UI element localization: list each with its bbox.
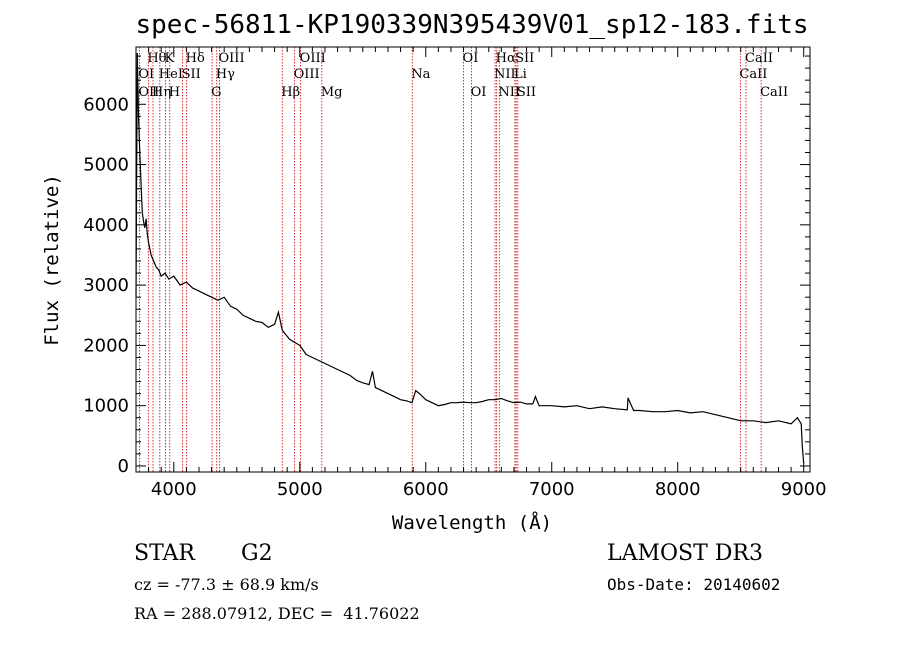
line-label-r2-5: Na bbox=[411, 67, 430, 82]
x-tick-label-6000: 6000 bbox=[403, 479, 449, 500]
redshift-readout: cz = -77.3 ± 68.9 km/s bbox=[134, 575, 319, 594]
obs-date: Obs-Date: 20140602 bbox=[607, 575, 781, 594]
line-label-r3-7: NII bbox=[498, 85, 520, 100]
x-tick-label-4000: 4000 bbox=[151, 479, 197, 500]
y-axis-label: Flux (relative) bbox=[41, 174, 63, 346]
line-label-r1-8: CaII bbox=[745, 51, 773, 66]
x-tick-label-9000: 9000 bbox=[781, 479, 827, 500]
line-label-r2-7: Li bbox=[514, 67, 527, 82]
line-label-r1-4: OIII bbox=[300, 51, 326, 66]
line-label-r3-6: OI bbox=[471, 85, 487, 100]
line-label-r3-3: G bbox=[211, 85, 221, 100]
line-label-r3-1: Hη bbox=[152, 85, 171, 100]
x-tick-label-7000: 7000 bbox=[529, 479, 575, 500]
line-label-r1-5: OI bbox=[463, 51, 479, 66]
line-label-r2-3: Hγ bbox=[216, 67, 235, 82]
line-label-r2-0: OI bbox=[138, 67, 154, 82]
line-label-r3-8: SII bbox=[517, 85, 536, 100]
subclass-label: G2 bbox=[241, 541, 273, 566]
line-label-r2-2: SII bbox=[182, 67, 201, 82]
chart-title: spec-56811-KP190339N395439V01_sp12-183.f… bbox=[135, 10, 808, 40]
spectrum-series-line bbox=[135, 52, 805, 464]
line-label-r1-1: K bbox=[164, 51, 174, 66]
line-label-r2-1: HeI bbox=[159, 67, 183, 82]
line-label-r1-6: Hα bbox=[496, 51, 516, 66]
line-label-r3-0: OII bbox=[138, 85, 159, 100]
y-tick-label-1000: 1000 bbox=[83, 396, 129, 417]
line-label-r1-2: Hδ bbox=[186, 51, 205, 66]
y-tick-label-2000: 2000 bbox=[83, 335, 129, 356]
survey-label: LAMOST DR3 bbox=[607, 541, 763, 566]
line-label-r3-2: H bbox=[169, 85, 180, 100]
line-label-r1-7: SII bbox=[515, 51, 534, 66]
y-axis-ticks: 0 1000 2000 3000 4000 5000 6000 bbox=[83, 55, 810, 477]
y-tick-label-6000: 6000 bbox=[83, 94, 129, 115]
line-label-r2-6: NII bbox=[494, 67, 516, 82]
x-axis-ticks: 4000 5000 6000 7000 8000 9000 bbox=[135, 47, 827, 500]
x-tick-label-8000: 8000 bbox=[655, 479, 701, 500]
line-label-r2-4: OIII bbox=[294, 67, 320, 82]
y-tick-label-0: 0 bbox=[118, 456, 129, 477]
coordinates-readout: RA = 288.07912, DEC = 41.76022 bbox=[134, 604, 420, 623]
line-label-r1-0: Hθ bbox=[147, 51, 166, 66]
line-label-r1-3: OIII bbox=[219, 51, 245, 66]
line-label-r3-9: CaII bbox=[760, 85, 788, 100]
x-tick-label-5000: 5000 bbox=[277, 479, 323, 500]
y-tick-label-3000: 3000 bbox=[83, 275, 129, 296]
line-label-r3-4: Hβ bbox=[281, 85, 300, 100]
y-tick-label-5000: 5000 bbox=[83, 155, 129, 176]
emission-line-markers bbox=[139, 47, 762, 472]
x-axis-label: Wavelength (Å) bbox=[392, 511, 552, 534]
plot-frame bbox=[135, 46, 811, 473]
y-tick-label-4000: 4000 bbox=[83, 215, 129, 236]
line-label-r3-5: Mg bbox=[321, 85, 343, 100]
line-label-r2-8: CaII bbox=[739, 67, 767, 82]
class-label: STAR bbox=[134, 541, 195, 566]
